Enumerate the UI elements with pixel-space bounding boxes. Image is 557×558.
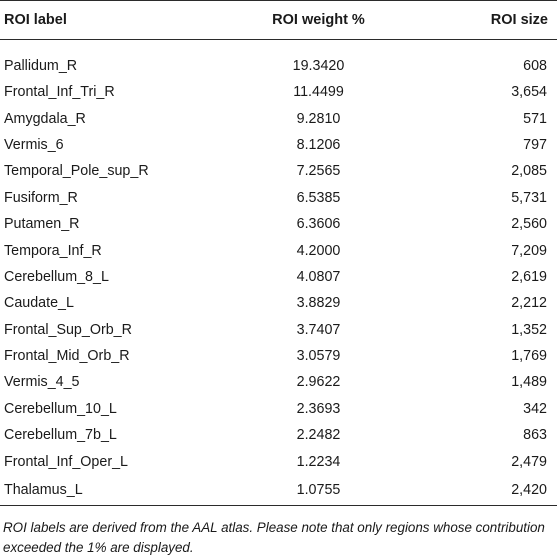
cell-roi-size: 2,479: [511, 453, 547, 470]
cell-roi-size: 2,085: [511, 163, 547, 180]
cell-roi-label: Cerebellum_8_L: [4, 268, 109, 285]
cell-roi-label: Frontal_Inf_Oper_L: [4, 453, 128, 470]
cell-roi-label: Cerebellum_10_L: [4, 400, 117, 417]
cell-roi-label: Amygdala_R: [4, 110, 86, 127]
cell-roi-label: Pallidum_R: [4, 57, 78, 74]
cell-roi-weight: 4.2000: [296, 242, 341, 259]
table-row: Frontal_Mid_Orb_R 3.0579 1,769: [0, 343, 557, 369]
cell-roi-label: Frontal_Mid_Orb_R: [4, 348, 130, 365]
cell-roi-label: Vermis_4_5: [4, 374, 80, 391]
cell-roi-weight: 11.4499: [293, 84, 344, 101]
table-header: ROI label ROI weight % ROI size: [0, 0, 557, 40]
cell-roi-size: 608: [523, 57, 547, 74]
table-row: Caudate_L 3.8829 2,212: [0, 290, 557, 316]
cell-roi-weight: 8.1206: [296, 136, 341, 153]
roi-table: ROI label ROI weight % ROI size Pallidum…: [0, 0, 557, 506]
table-row: Tempora_Inf_R 4.2000 7,209: [0, 237, 557, 263]
cell-roi-weight: 2.9622: [296, 374, 341, 391]
table-row: Vermis_4_5 2.9622 1,489: [0, 369, 557, 395]
cell-roi-label: Temporal_Pole_sup_R: [4, 163, 149, 180]
cell-roi-weight: 3.8829: [296, 295, 341, 312]
cell-roi-weight: 3.0579: [296, 348, 341, 365]
table-row: Putamen_R 6.3606 2,560: [0, 211, 557, 237]
table-row: Cerebellum_7b_L 2.2482 863: [0, 422, 557, 448]
table-row: Thalamus_L 1.0755 2,420: [0, 474, 557, 506]
cell-roi-weight: 9.2810: [296, 110, 341, 127]
cell-roi-weight: 6.5385: [296, 189, 341, 206]
cell-roi-size: 571: [523, 110, 547, 127]
cell-roi-size: 5,731: [511, 189, 547, 206]
cell-roi-weight: 19.3420: [292, 57, 345, 74]
cell-roi-weight: 3.7407: [296, 321, 341, 338]
cell-roi-label: Frontal_Sup_Orb_R: [4, 321, 132, 338]
cell-roi-label: Putamen_R: [4, 216, 80, 233]
header-roi-label: ROI label: [0, 0, 215, 40]
cell-roi-size: 1,352: [511, 321, 547, 338]
cell-roi-weight: 4.0807: [296, 268, 341, 285]
cell-roi-label: Caudate_L: [4, 295, 74, 312]
cell-roi-weight: 1.2234: [296, 453, 341, 470]
table-row: Frontal_Inf_Oper_L 1.2234 2,479: [0, 448, 557, 474]
cell-roi-size: 3,654: [511, 84, 547, 101]
header-row: ROI label ROI weight % ROI size: [0, 0, 557, 40]
cell-roi-label: Thalamus_L: [0, 474, 215, 506]
cell-roi-size: 2,420: [422, 474, 557, 506]
cell-roi-size: 7,209: [511, 242, 547, 259]
cell-roi-size: 2,619: [511, 268, 547, 285]
cell-roi-label: Cerebellum_7b_L: [4, 427, 117, 444]
cell-roi-size: 1,769: [511, 348, 547, 365]
table-row: Vermis_6 8.1206 797: [0, 132, 557, 158]
cell-roi-weight: 2.3693: [296, 400, 341, 417]
cell-roi-weight: 2.2482: [296, 427, 341, 444]
cell-roi-size: 797: [523, 136, 547, 153]
cell-roi-label: Vermis_6: [4, 136, 64, 153]
table-body: Pallidum_R 19.3420 608 Frontal_Inf_Tri_R…: [0, 40, 557, 506]
cell-roi-label: Tempora_Inf_R: [4, 242, 102, 259]
cell-roi-size: 1,489: [511, 374, 547, 391]
table-row: Temporal_Pole_sup_R 7.2565 2,085: [0, 158, 557, 184]
cell-roi-label: Fusiform_R: [4, 189, 78, 206]
table-row: Amygdala_R 9.2810 571: [0, 105, 557, 131]
cell-roi-size: 2,212: [511, 295, 547, 312]
table-footnote: ROI labels are derived from the AAL atla…: [3, 519, 545, 555]
table-row: Frontal_Inf_Tri_R 11.4499 3,654: [0, 79, 557, 105]
cell-roi-size: 342: [523, 400, 547, 417]
cell-roi-weight: 1.0755: [215, 474, 422, 506]
cell-roi-size: 2,560: [511, 216, 547, 233]
cell-roi-size: 863: [523, 427, 547, 444]
table-row: Fusiform_R 6.5385 5,731: [0, 185, 557, 211]
table-row: Pallidum_R 19.3420 608: [0, 40, 557, 80]
table-row: Cerebellum_10_L 2.3693 342: [0, 396, 557, 422]
cell-roi-label: Frontal_Inf_Tri_R: [4, 84, 115, 101]
table-row: Cerebellum_8_L 4.0807 2,619: [0, 264, 557, 290]
header-roi-size: ROI size: [422, 0, 557, 40]
cell-roi-weight: 7.2565: [296, 163, 341, 180]
header-roi-weight: ROI weight %: [215, 0, 422, 40]
table-row: Frontal_Sup_Orb_R 3.7407 1,352: [0, 317, 557, 343]
cell-roi-weight: 6.3606: [296, 216, 341, 233]
